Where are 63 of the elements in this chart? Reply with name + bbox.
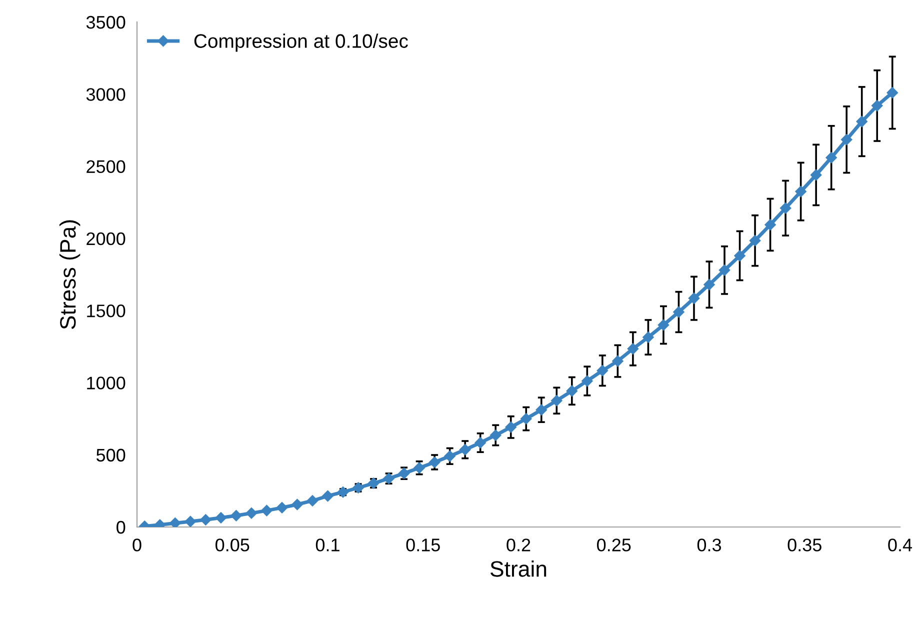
y-tick-label: 1500 xyxy=(87,304,126,318)
point xyxy=(840,134,852,146)
point xyxy=(673,306,684,318)
x-tick-label: 0.1 xyxy=(316,538,340,552)
point xyxy=(780,202,792,214)
point xyxy=(292,498,303,510)
point xyxy=(246,508,258,519)
point xyxy=(582,375,593,387)
y-tick-label: 1000 xyxy=(87,376,126,390)
point xyxy=(306,495,318,506)
point xyxy=(872,100,883,112)
point xyxy=(704,278,715,290)
point xyxy=(612,355,624,367)
point xyxy=(688,292,700,304)
y-axis-title: Stress (Pa) xyxy=(59,220,80,330)
y-tick-label: 3500 xyxy=(86,16,126,29)
point xyxy=(764,219,776,230)
point xyxy=(444,450,456,462)
point xyxy=(322,490,334,502)
point xyxy=(551,395,562,406)
point xyxy=(505,422,516,433)
point xyxy=(749,234,761,246)
point xyxy=(596,364,608,376)
point xyxy=(627,343,639,354)
point xyxy=(276,502,288,514)
x-tick-label: 0.2 xyxy=(506,538,530,552)
x-tick-label: 0.4 xyxy=(888,538,912,552)
point xyxy=(414,462,425,474)
y-tick-label: 500 xyxy=(96,448,126,462)
x-tick-label: 0.05 xyxy=(216,538,250,552)
legend-label: Compression at 0.10/sec xyxy=(194,34,408,52)
point xyxy=(642,332,654,343)
point xyxy=(810,169,822,181)
point xyxy=(718,264,730,276)
point xyxy=(520,413,532,424)
point xyxy=(856,116,868,128)
x-tick-label: 0.25 xyxy=(597,538,631,552)
y-tick-label: 2500 xyxy=(86,160,126,174)
point xyxy=(428,456,440,468)
point xyxy=(200,514,212,526)
point xyxy=(474,437,486,448)
point xyxy=(795,186,806,198)
point xyxy=(230,510,242,522)
point xyxy=(734,250,746,262)
point xyxy=(459,444,471,456)
point xyxy=(170,518,181,527)
x-tick-label: 0.15 xyxy=(406,538,440,552)
x-axis-title: Strain xyxy=(490,560,546,577)
y-tick-label: 0 xyxy=(116,520,126,534)
point xyxy=(536,404,547,416)
y-tick-label: 2000 xyxy=(86,232,126,246)
point xyxy=(658,319,670,331)
x-tick-label: 0.35 xyxy=(788,538,822,552)
point xyxy=(184,516,196,527)
y-tick-label: 3000 xyxy=(86,88,126,101)
point xyxy=(490,430,502,441)
point xyxy=(566,385,578,397)
point xyxy=(261,504,272,516)
point xyxy=(826,152,837,164)
point xyxy=(886,87,898,98)
x-tick-label: 0.3 xyxy=(697,538,722,552)
point xyxy=(215,512,227,524)
x-tick-label: 0 xyxy=(132,538,142,552)
